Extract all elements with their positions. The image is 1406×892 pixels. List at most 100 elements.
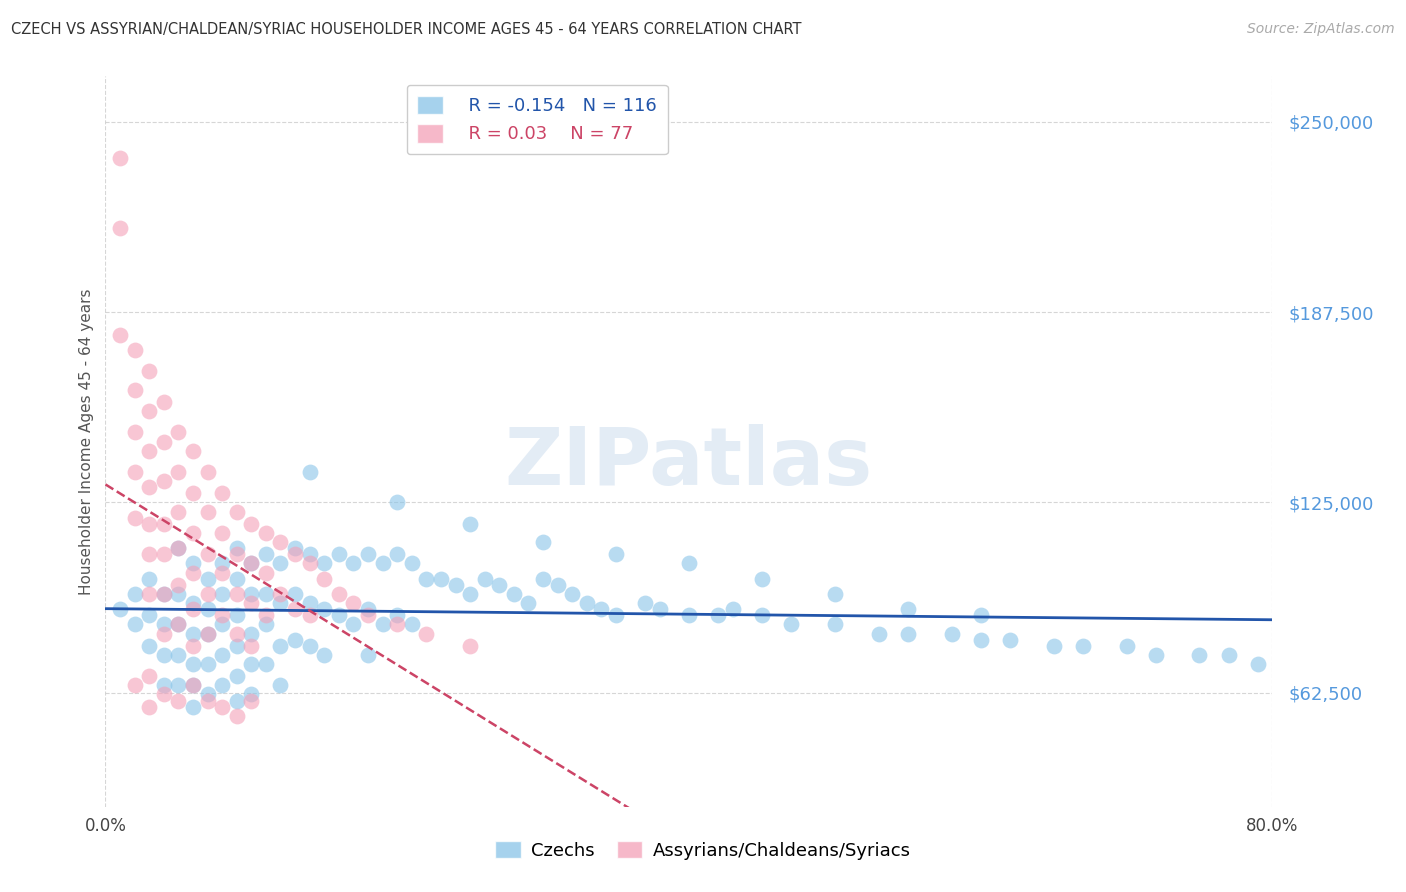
Point — [458, 639, 481, 653]
Point — [138, 608, 160, 623]
Point — [124, 425, 146, 440]
Point — [284, 632, 307, 647]
Point — [824, 587, 846, 601]
Point — [108, 221, 131, 235]
Point — [284, 602, 307, 616]
Point — [211, 566, 233, 580]
Point — [357, 602, 380, 616]
Point — [605, 547, 627, 561]
Point — [138, 516, 160, 531]
Point — [167, 678, 190, 692]
Point — [269, 596, 292, 610]
Point — [357, 608, 380, 623]
Point — [385, 547, 409, 561]
Point — [153, 587, 174, 601]
Point — [401, 617, 423, 632]
Point — [240, 557, 263, 571]
Point — [138, 480, 160, 494]
Point — [197, 572, 219, 586]
Point — [314, 557, 336, 571]
Point — [167, 648, 190, 662]
Point — [721, 602, 744, 616]
Point — [824, 617, 846, 632]
Point — [167, 541, 190, 556]
Point — [357, 648, 380, 662]
Point — [197, 657, 219, 671]
Point — [998, 632, 1021, 647]
Point — [167, 693, 190, 707]
Point — [138, 699, 160, 714]
Point — [1144, 648, 1167, 662]
Point — [181, 626, 204, 640]
Text: Source: ZipAtlas.com: Source: ZipAtlas.com — [1247, 22, 1395, 37]
Point — [269, 678, 292, 692]
Point — [531, 572, 554, 586]
Point — [211, 699, 233, 714]
Point — [211, 608, 233, 623]
Point — [181, 639, 204, 653]
Point — [167, 587, 190, 601]
Point — [517, 596, 540, 610]
Point — [124, 465, 146, 479]
Point — [707, 608, 730, 623]
Point — [328, 608, 350, 623]
Point — [314, 648, 336, 662]
Point — [167, 465, 190, 479]
Point — [197, 602, 219, 616]
Point — [240, 596, 263, 610]
Point — [298, 608, 321, 623]
Point — [138, 443, 160, 458]
Point — [138, 639, 160, 653]
Point — [153, 678, 174, 692]
Point — [211, 486, 233, 500]
Point — [153, 474, 174, 488]
Point — [124, 678, 146, 692]
Point — [240, 557, 263, 571]
Point — [605, 608, 627, 623]
Point — [780, 617, 803, 632]
Point — [181, 678, 204, 692]
Point — [181, 596, 204, 610]
Point — [458, 516, 481, 531]
Point — [225, 547, 247, 561]
Point — [225, 541, 247, 556]
Point — [225, 708, 247, 723]
Point — [108, 327, 131, 342]
Point — [153, 617, 174, 632]
Point — [225, 693, 247, 707]
Point — [678, 608, 700, 623]
Point — [474, 572, 496, 586]
Point — [575, 596, 598, 610]
Point — [444, 578, 467, 592]
Point — [108, 602, 131, 616]
Point — [298, 639, 321, 653]
Point — [458, 587, 481, 601]
Point — [211, 678, 233, 692]
Point — [415, 572, 437, 586]
Point — [897, 626, 920, 640]
Point — [167, 505, 190, 519]
Point — [153, 688, 174, 702]
Point — [153, 434, 174, 449]
Point — [503, 587, 526, 601]
Point — [197, 547, 219, 561]
Point — [371, 617, 394, 632]
Point — [298, 465, 321, 479]
Point — [181, 566, 204, 580]
Point — [240, 587, 263, 601]
Point — [181, 486, 204, 500]
Point — [167, 617, 190, 632]
Point — [167, 541, 190, 556]
Point — [240, 688, 263, 702]
Point — [254, 608, 277, 623]
Point — [284, 587, 307, 601]
Point — [124, 587, 146, 601]
Point — [941, 626, 963, 640]
Point — [181, 443, 204, 458]
Point — [254, 657, 277, 671]
Point — [314, 602, 336, 616]
Point — [197, 693, 219, 707]
Point — [124, 510, 146, 524]
Point — [153, 648, 174, 662]
Point — [1218, 648, 1240, 662]
